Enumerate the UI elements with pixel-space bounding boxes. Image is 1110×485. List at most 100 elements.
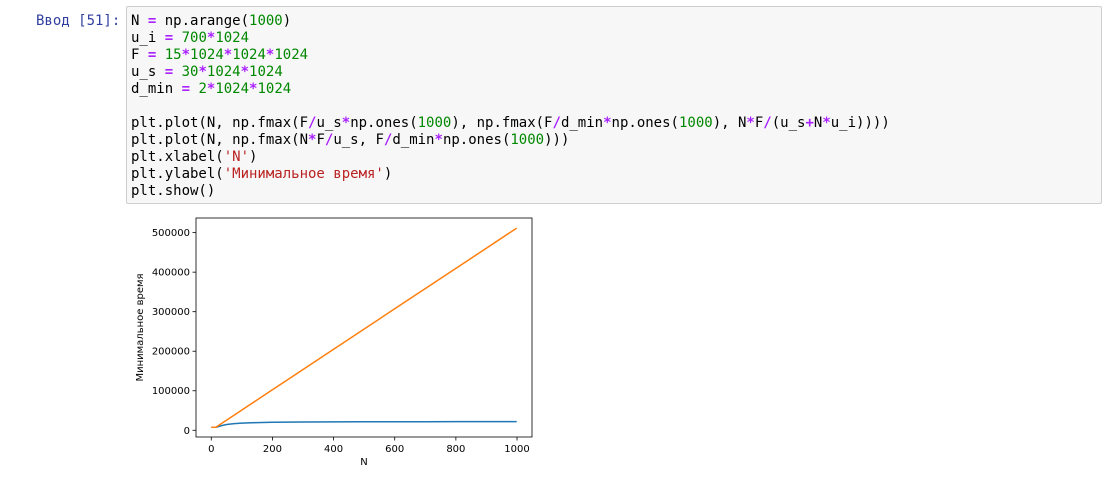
code-token: /: [552, 115, 561, 131]
input-prompt: Ввод [51]:: [36, 13, 121, 29]
code-token: u_s, F: [333, 132, 384, 148]
code-token: 1024: [190, 47, 224, 63]
code-token: d_min: [131, 81, 182, 97]
code-token: =: [164, 64, 174, 80]
code-token: *: [249, 81, 258, 97]
code-token: *: [223, 47, 233, 63]
code-token: 30: [181, 64, 199, 80]
code-token: 700: [181, 30, 207, 46]
code-token: ))): [544, 132, 570, 148]
code-token: =: [147, 47, 157, 63]
code-token: /: [308, 115, 317, 131]
code-token: F: [754, 115, 764, 131]
code-token: N: [813, 115, 823, 131]
code-token: 1000: [678, 115, 713, 131]
code-token: 1024: [215, 30, 250, 46]
output-area: 0 200 400 600 800 1000 0 100000 200000 300000 4000…: [126, 212, 546, 478]
code-line: plt.plot(N, np.fmax(F/u_s*np.ones(1000),…: [131, 115, 890, 132]
code-token: 1024: [257, 81, 292, 97]
code-token: 1024: [274, 47, 309, 63]
code-line: [131, 98, 890, 115]
code-token: plt.xlabel(: [131, 149, 224, 165]
code-token: =: [181, 81, 191, 97]
code-block[interactable]: N = np.arange(1000) u_i = 700*1024 F = 15*…: [131, 13, 890, 200]
code-token: ), N: [712, 115, 747, 131]
code-token: ), np.fmax(F: [451, 115, 553, 131]
code-token: *: [198, 64, 207, 80]
code-token: plt.ylabel(: [131, 166, 224, 182]
code-token: *: [308, 132, 317, 148]
code-token: d_min: [392, 132, 435, 148]
code-token: N: [131, 13, 148, 29]
code-token: =: [147, 13, 157, 29]
y-tick-label: 100000: [152, 386, 190, 397]
code-token: 1024: [215, 81, 250, 97]
code-token: *: [240, 64, 250, 80]
y-tick-label: 400000: [152, 268, 190, 279]
code-token: F: [316, 132, 325, 148]
code-token: 1000: [417, 115, 452, 131]
code-line: plt.xlabel('N'): [131, 149, 890, 166]
y-tick-label: 300000: [152, 307, 190, 318]
code-token: np.ones(: [611, 115, 679, 131]
code-line: u_s = 30*1024*1024: [131, 64, 890, 81]
x-tick-label: 400: [324, 444, 343, 455]
code-token: *: [746, 115, 755, 131]
code-line: plt.show(): [131, 183, 890, 200]
code-editor[interactable]: N = np.arange(1000) u_i = 700*1024 F = 15*…: [126, 6, 1102, 204]
code-token: 15: [164, 47, 182, 63]
code-token: 2: [198, 81, 207, 97]
code-token: *: [434, 132, 443, 148]
code-token: plt.show(): [131, 183, 216, 199]
code-token: ): [282, 13, 292, 29]
x-tick-label: 600: [385, 444, 404, 455]
x-tick-label: 1000: [504, 444, 529, 455]
y-tick-label: 500000: [152, 228, 190, 239]
code-token: 1000: [510, 132, 545, 148]
code-token: np.arange(: [156, 13, 250, 29]
code-token: ): [249, 149, 258, 165]
code-token: [173, 64, 181, 80]
code-token: *: [341, 115, 351, 131]
code-token: d_min: [560, 115, 604, 131]
code-token: *: [603, 115, 612, 131]
code-token: [156, 47, 164, 63]
code-token: /: [383, 132, 393, 148]
code-token: plt.plot(N, np.fmax(F: [131, 115, 309, 131]
code-line: N = np.arange(1000): [131, 13, 890, 30]
code-line: u_i = 700*1024: [131, 30, 890, 47]
code-token: u_i: [131, 30, 165, 46]
code-token: 1024: [232, 47, 266, 63]
code-token: 1000: [249, 13, 283, 29]
code-token: u_i)))): [830, 115, 890, 131]
code-token: plt.plot(N, np.fmax(N: [131, 132, 309, 148]
series-line-1: [211, 420, 517, 428]
code-token: ): [383, 166, 393, 182]
code-line: plt.plot(N, np.fmax(N*F/u_s, F/d_min*np.…: [131, 132, 890, 149]
code-line: d_min = 2*1024*1024: [131, 81, 890, 98]
y-axis-label: Минимальное время: [135, 273, 146, 381]
code-token: u_s: [131, 64, 165, 80]
x-tick-label: 800: [446, 444, 465, 455]
code-token: *: [265, 47, 275, 63]
code-token: /: [763, 115, 772, 131]
code-token: *: [206, 30, 216, 46]
code-line: plt.ylabel('Минимальное время'): [131, 166, 890, 183]
x-tick-label: 200: [263, 444, 282, 455]
x-axis-label: N: [360, 457, 367, 468]
code-token: 1024: [249, 64, 283, 80]
code-token: *: [206, 81, 216, 97]
code-token: 1024: [206, 64, 241, 80]
axes-frame: [195, 217, 533, 438]
x-tick-label: 0: [208, 444, 214, 455]
code-token: /: [324, 132, 334, 148]
series-line-2: [211, 227, 518, 428]
code-token: np.ones(: [442, 132, 511, 148]
code-token: *: [822, 115, 831, 131]
y-tick-label: 200000: [152, 347, 190, 358]
code-token: *: [181, 47, 191, 63]
code-token: (u_s: [771, 115, 806, 131]
code-token: u_s: [316, 115, 342, 131]
code-line: F = 15*1024*1024*1024: [131, 47, 890, 64]
